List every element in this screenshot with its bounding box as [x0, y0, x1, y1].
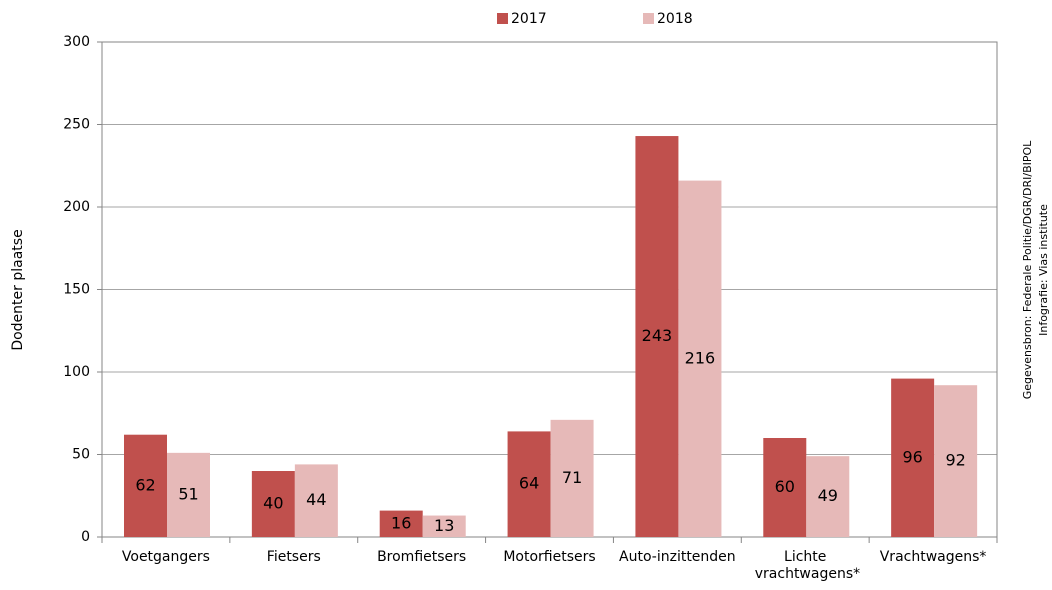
x-tick-label: Bromfietsers: [377, 549, 466, 565]
y-tick-label: 250: [63, 117, 90, 133]
value-label: 71: [562, 468, 582, 487]
x-tick-label: Fietsers: [267, 549, 321, 565]
value-label: 216: [685, 348, 716, 367]
bar: [806, 456, 850, 537]
y-axis-label: Dodenter plaatse: [10, 229, 26, 350]
bar: [934, 385, 978, 537]
bar: [251, 471, 295, 537]
bar: [379, 510, 423, 537]
bar: [422, 515, 466, 537]
value-label: 51: [178, 484, 198, 503]
y-tick-label: 200: [63, 199, 90, 215]
credit-note: Infografie: Vias institute: [1037, 204, 1050, 336]
legend-swatch: [497, 13, 508, 24]
x-tick-label: Auto-inzittenden: [619, 549, 736, 565]
bar: [124, 434, 167, 537]
legend-swatch: [643, 13, 654, 24]
y-tick-label: 100: [63, 364, 90, 380]
bar: [550, 419, 594, 537]
x-tick-label: Lichte vrachtwagens*: [750, 549, 860, 582]
legend-label: 2018: [657, 11, 693, 27]
value-label: 243: [642, 326, 673, 345]
value-label: 49: [818, 486, 838, 505]
x-tick-label: Motorfietsers: [503, 549, 595, 565]
y-tick-label: 0: [81, 529, 90, 545]
value-label: 64: [519, 474, 539, 493]
value-label: 16: [391, 513, 411, 532]
value-label: 40: [263, 494, 283, 513]
y-tick-label: 50: [72, 447, 90, 463]
x-tick-label: Vrachtwagens*: [880, 549, 987, 565]
value-label: 96: [902, 447, 922, 466]
bar: [507, 431, 551, 537]
bar: [891, 378, 935, 537]
bar: [635, 136, 679, 538]
value-label: 60: [775, 477, 795, 496]
value-label: 92: [945, 451, 965, 470]
y-tick-label: 150: [63, 282, 90, 298]
value-label: 62: [135, 475, 155, 494]
bar: [167, 452, 210, 537]
bar: [294, 464, 338, 537]
source-note: Gegevensbron: Federale Politie/DGR/DRI/B…: [1021, 140, 1034, 399]
bar: [763, 438, 807, 537]
x-tick-label: Voetgangers: [122, 549, 210, 565]
value-label: 44: [306, 490, 326, 509]
bar: [678, 180, 722, 537]
value-label: 13: [434, 516, 454, 535]
legend-label: 2017: [511, 11, 547, 27]
y-tick-label: 300: [63, 34, 90, 50]
